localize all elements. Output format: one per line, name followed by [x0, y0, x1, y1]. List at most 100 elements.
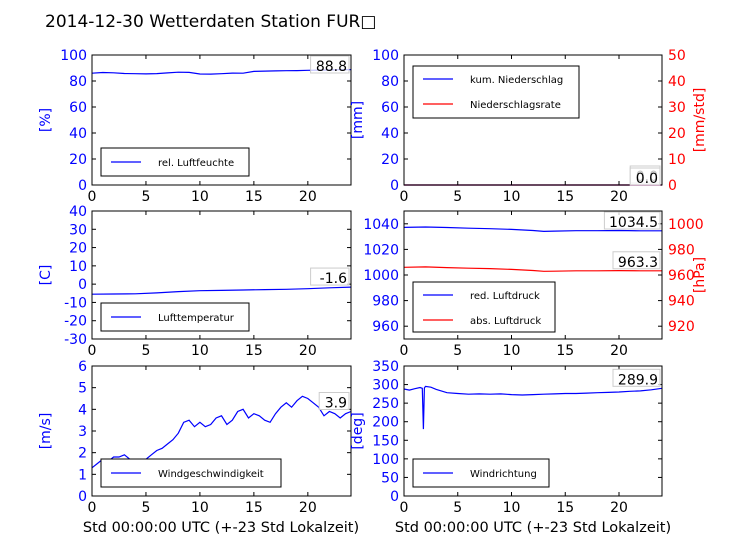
x-tick-label: 5 — [453, 343, 462, 359]
x-tick-label: 15 — [245, 343, 263, 359]
x-tick-label: 20 — [610, 189, 628, 205]
x-tick-label: 5 — [141, 343, 150, 359]
x-tick-label: 0 — [400, 343, 409, 359]
y-tick-label: 30 — [69, 222, 87, 238]
y2-tick-label: 0 — [668, 178, 677, 194]
legend-label: rel. Luftfeuchte — [158, 158, 234, 169]
chart-panel-3: 0 5 10 15 20 -30 -20 -10 0 10 20 30 40 [C] -1.6 Lufttem… — [38, 204, 352, 359]
y2-tick-label: 1000 — [668, 217, 704, 233]
last-value-box — [603, 211, 661, 230]
y-tick-label: -10 — [64, 295, 87, 311]
x-tick-label: 15 — [245, 500, 263, 516]
last-value-label: 289.9 — [618, 372, 658, 388]
x-tick-label: 5 — [141, 500, 150, 516]
y-tick-label: 0 — [78, 178, 87, 194]
y-axis-label: [C] — [38, 265, 54, 286]
x-tick-label: 10 — [191, 500, 209, 516]
y-tick-label: 0 — [390, 489, 399, 505]
legend: Lufttemperatur — [100, 302, 250, 332]
legend-label: Windrichtung — [470, 469, 537, 480]
y-tick-label: 1020 — [363, 242, 399, 258]
series-line — [403, 385, 663, 430]
y-tick-label: 100 — [372, 48, 399, 64]
y2-tick-label: 10 — [668, 152, 686, 168]
x-tick-label: 0 — [400, 189, 409, 205]
chart-panel-2: 0 5 10 15 20 0 20 40 60 80 100 0 10 20 30 40 50 [mm] [mm/s… — [350, 48, 708, 205]
y-tick-label: 80 — [381, 74, 399, 90]
x-tick-label: 10 — [503, 500, 521, 516]
legend-label: Niederschlagsrate — [470, 100, 561, 111]
y-tick-label: 6 — [78, 359, 87, 375]
y2-axis-label: [mm/std] — [692, 88, 708, 153]
legend: Windgeschwindigkeit — [100, 458, 282, 488]
chart-panel-6: 0 5 10 15 20050100150200250300350[deg]289.9W… — [350, 359, 663, 516]
y-tick-label: 1000 — [363, 268, 399, 284]
y-tick-label: -20 — [64, 314, 87, 330]
x-tick-label: 0 — [88, 500, 97, 516]
plot-frame — [91, 210, 352, 340]
y-tick-label: 960 — [372, 319, 399, 335]
x-tick-label: 20 — [610, 343, 628, 359]
legend-label: Lufttemperatur — [158, 313, 235, 324]
last-value-label: 3.9 — [325, 396, 347, 412]
y-tick-label: 5 — [78, 381, 87, 397]
legend-box — [412, 281, 556, 333]
y-tick-label: 350 — [372, 359, 399, 375]
y-tick-label: 100 — [372, 452, 399, 468]
y-tick-label: 60 — [69, 100, 87, 116]
y2-tick-label: 940 — [668, 294, 695, 310]
x-tick-label: 15 — [556, 343, 574, 359]
y-tick-label: 0 — [78, 489, 87, 505]
legend-box — [412, 65, 580, 119]
y2-tick-label: 20 — [668, 126, 686, 142]
y-tick-label: 4 — [78, 402, 87, 418]
y-axis-label: [deg] — [350, 412, 366, 449]
y2-tick-label: 980 — [668, 242, 695, 258]
y-tick-label: 3 — [78, 424, 87, 440]
chart-panel-5: 0 5 10 15 20 0 1 2 3 4 5 6 [m/s] 3.9 Windgeschwindigke… — [38, 359, 352, 516]
y-tick-label: 40 — [381, 126, 399, 142]
y-tick-label: 60 — [381, 100, 399, 116]
x-tick-label: 20 — [299, 500, 317, 516]
y-tick-label: 1 — [78, 467, 87, 483]
series-line — [403, 266, 662, 272]
last-value-box — [318, 392, 350, 410]
y-tick-label: 20 — [69, 241, 87, 257]
last-value-label: 0.0 — [636, 171, 658, 187]
legend-label: Windgeschwindigkeit — [158, 469, 264, 480]
x-tick-label: 10 — [503, 189, 521, 205]
last-value-box — [629, 167, 661, 186]
x-tick-label: 10 — [191, 343, 209, 359]
y-tick-label: 1040 — [363, 217, 399, 233]
legend: Windrichtung — [412, 458, 550, 488]
series-line — [91, 69, 352, 75]
y-axis-label: [m/s] — [38, 413, 54, 450]
last-value-label: 963.3 — [618, 255, 658, 271]
x-tick-label: 10 — [191, 189, 209, 205]
y-tick-label: 250 — [372, 396, 399, 412]
legend-label: kum. Niederschlag — [470, 75, 563, 86]
last-value-label: 1034.5 — [609, 215, 658, 231]
y2-tick-label: 40 — [668, 74, 686, 90]
x-tick-label: 15 — [556, 189, 574, 205]
plot-frame — [91, 54, 352, 186]
y-tick-label: 2 — [78, 446, 87, 462]
x-tick-label: 20 — [299, 343, 317, 359]
last-value-box — [612, 251, 661, 270]
y-tick-label: 0 — [390, 178, 399, 194]
x-tick-label: 20 — [299, 189, 317, 205]
y-tick-label: -30 — [64, 332, 87, 348]
series-line — [91, 395, 352, 469]
x-tick-label: 15 — [556, 500, 574, 516]
figure-title: 2014-12-30 Wetterdaten Station FUR□ — [45, 12, 376, 32]
y-tick-label: 10 — [69, 259, 87, 275]
chart-panel-1: 0 5 10 15 20 0 20 40 60 80 100 [%] 88.8 rel. Luftfeuc… — [38, 48, 352, 205]
x-tick-label: 0 — [88, 189, 97, 205]
y-tick-label: 20 — [69, 152, 87, 168]
x-tick-label: 15 — [245, 189, 263, 205]
series-line — [403, 226, 662, 233]
x-tick-label: 20 — [610, 500, 628, 516]
last-value-label: -1.6 — [320, 271, 347, 287]
